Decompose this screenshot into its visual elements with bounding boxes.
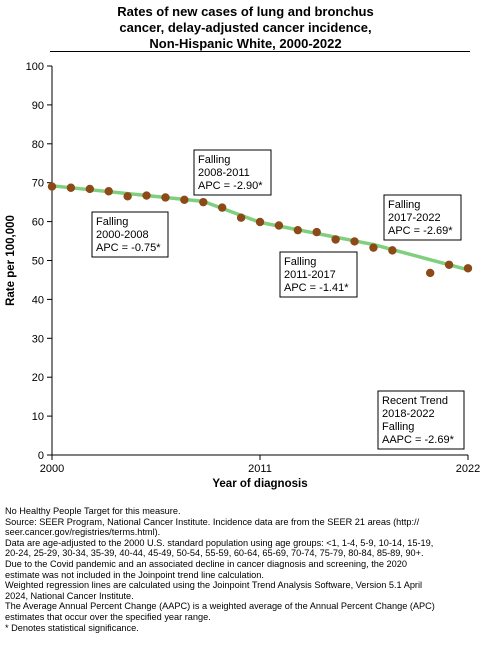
data-point — [161, 193, 170, 202]
annotation-text: APC = -2.90* — [198, 180, 263, 192]
x-tick-label: 2000 — [40, 463, 64, 475]
chart-title: Rates of new cases of lung and bronchus … — [0, 4, 491, 52]
x-tick-label: 2022 — [456, 463, 480, 475]
note-line: 20-24, 25-29, 30-34, 35-39, 40-44, 45-49… — [5, 548, 424, 559]
incidence-chart: 0 10 20 30 40 50 60 70 80 90 100 2000 2011 2022 Year o… — [5, 61, 480, 490]
annotation-text: APC = -1.41* — [284, 282, 349, 294]
annotation-text: AAPC = -2.69* — [382, 434, 455, 446]
annotation-text: 2017-2022 — [388, 212, 441, 224]
data-point — [293, 225, 303, 235]
annotation-text: 2000-2008 — [96, 229, 149, 241]
title-divider — [50, 51, 470, 52]
title-line-3: Non-Hispanic White, 2000-2022 — [149, 36, 342, 51]
data-point — [217, 203, 227, 212]
trend-segment — [371, 242, 470, 272]
data-point — [331, 235, 340, 244]
annotation-text: Falling — [198, 154, 230, 166]
y-tick-label: 30 — [32, 333, 44, 345]
chart-axes: 0 10 20 30 40 50 60 70 80 90 100 2000 2011 2022 Year o… — [5, 61, 480, 490]
y-tick-label: 20 — [32, 372, 44, 384]
annotation-text: 2018-2022 — [382, 408, 435, 420]
note-line: Data are age-adjusted to the 2000 U.S. s… — [5, 537, 434, 548]
annotation-box — [377, 390, 465, 450]
annotation-box — [193, 149, 272, 196]
y-tick-label: 70 — [32, 178, 44, 190]
note-line: No Healthy People Target for this measur… — [5, 506, 181, 516]
y-tick-label: 80 — [32, 139, 44, 151]
data-point — [463, 264, 473, 273]
annotation-text: Falling — [382, 421, 414, 433]
x-axis-label: Year of diagnosis — [212, 478, 307, 490]
annotation-box — [383, 194, 462, 241]
annotation-text: Falling — [96, 216, 128, 228]
data-point — [236, 213, 246, 222]
data-point — [350, 237, 359, 246]
y-tick-label: 40 — [32, 294, 44, 306]
x-tick-label: 2011 — [248, 463, 272, 475]
y-tick-label: 50 — [32, 256, 44, 268]
data-point — [444, 260, 454, 269]
annotation-text: APC = -2.69* — [388, 225, 453, 237]
annotation-box — [279, 251, 358, 298]
data-point — [199, 197, 208, 207]
data-point — [369, 243, 378, 252]
note-line: estimate was not included in the Joinpoi… — [5, 569, 264, 580]
data-point — [104, 187, 113, 196]
y-axis-label: Rate per 100,000 — [5, 215, 17, 306]
trend-segment — [201, 199, 262, 225]
annotation-text: 2008-2011 — [198, 167, 250, 179]
y-tick-label: 100 — [26, 61, 44, 73]
title-line-1: Rates of new cases of lung and bronchus — [117, 4, 374, 19]
data-point — [312, 227, 321, 237]
note-line: seer.cancer.gov/registries/terms.html). — [5, 527, 161, 538]
note-line: * Denotes statistical significance. — [5, 622, 139, 633]
title-line-2: cancer, delay-adjusted cancer incidence, — [119, 20, 372, 35]
note-line: Weighted regression lines are calculated… — [5, 580, 423, 591]
annotation-text: APC = -0.75* — [96, 242, 161, 254]
y-tick-label: 10 — [32, 411, 44, 423]
footnotes: No Healthy People Target for this measur… — [5, 506, 489, 633]
data-point — [388, 246, 397, 255]
y-tick-label: 0 — [38, 450, 44, 462]
data-point — [47, 182, 57, 191]
annotation-text: 2011-2017 — [284, 269, 336, 281]
data-point — [255, 217, 265, 227]
note-line: Due to the Covid pandemic and an associa… — [5, 558, 407, 569]
data-point — [123, 192, 132, 201]
data-point — [425, 268, 435, 278]
note-line: The Average Annual Percent Change (AAPC)… — [5, 601, 435, 612]
note-line: estimates that occur over the specified … — [5, 611, 211, 622]
data-point — [85, 184, 95, 194]
data-point — [274, 221, 284, 230]
annotation-text: Falling — [388, 199, 420, 211]
note-line: 2024, National Cancer Institute. — [5, 590, 134, 601]
annotation-box — [91, 211, 169, 258]
y-tick-label: 60 — [32, 217, 44, 229]
data-point — [142, 191, 151, 200]
annotation-text: Recent Trend — [382, 395, 448, 407]
data-points — [47, 182, 473, 278]
data-point — [66, 183, 76, 192]
data-point — [180, 195, 189, 205]
note-line: Source: SEER Program, National Cancer In… — [5, 516, 420, 527]
annotation-text: Falling — [284, 256, 316, 268]
y-tick-label: 90 — [32, 100, 44, 112]
